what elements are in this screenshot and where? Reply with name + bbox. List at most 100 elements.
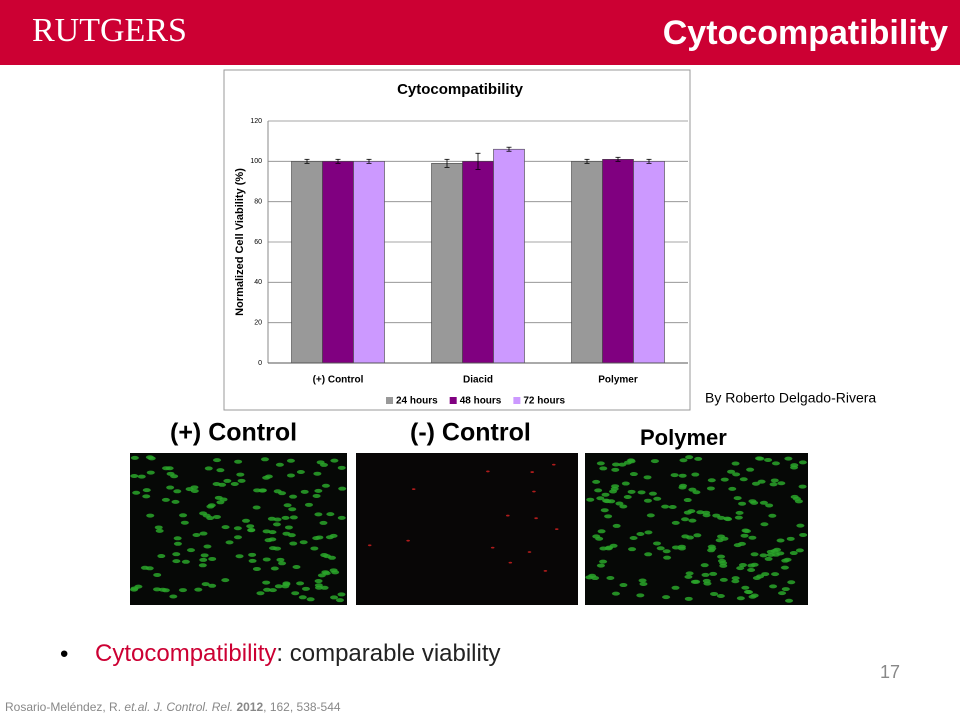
x-tick-label: Diacid	[463, 375, 493, 386]
cell	[618, 462, 627, 467]
page-number: 17	[880, 662, 900, 682]
legend-label: 24 hours	[396, 396, 438, 407]
cell	[527, 551, 532, 553]
cell	[690, 579, 699, 584]
cell	[594, 488, 603, 493]
cell	[208, 583, 217, 588]
cell	[786, 536, 795, 541]
bullet-text: Cytocompatibility: comparable viability	[95, 640, 501, 667]
cell	[796, 523, 805, 528]
cell	[733, 496, 742, 501]
cell	[284, 525, 293, 530]
cell	[750, 562, 759, 567]
cell	[602, 498, 611, 503]
cell	[619, 504, 628, 509]
cell	[707, 548, 716, 553]
cell	[132, 490, 141, 495]
cell	[276, 557, 285, 562]
cell	[289, 494, 298, 499]
cell	[764, 457, 773, 462]
cell	[203, 544, 212, 549]
cell	[246, 524, 255, 529]
cell	[738, 563, 747, 568]
y-tick-label: 60	[254, 239, 262, 246]
cell	[214, 495, 223, 500]
cell	[611, 462, 620, 467]
cell	[671, 545, 680, 550]
cell	[321, 570, 330, 575]
cell	[289, 515, 298, 520]
cell	[296, 581, 305, 586]
cell	[161, 588, 170, 593]
cell	[681, 534, 690, 539]
cell	[137, 474, 146, 479]
cell	[263, 587, 272, 592]
cell	[506, 514, 510, 517]
cell	[337, 592, 346, 597]
cell	[780, 565, 789, 570]
bar	[353, 161, 385, 364]
cell	[759, 500, 768, 505]
y-tick-label: 120	[250, 118, 262, 125]
cell	[330, 458, 339, 463]
cell	[551, 463, 556, 466]
cell	[597, 529, 606, 534]
cell	[321, 483, 330, 488]
cell	[262, 580, 271, 585]
cell	[799, 532, 808, 537]
cell	[490, 546, 495, 549]
cell	[208, 556, 217, 561]
cell	[338, 486, 347, 491]
cell	[221, 525, 230, 530]
cell	[194, 587, 203, 592]
cell	[534, 517, 538, 520]
cell	[707, 478, 716, 483]
cell	[719, 577, 728, 582]
cell	[798, 460, 807, 465]
cell	[411, 488, 416, 491]
cell	[661, 504, 670, 509]
cell	[652, 541, 661, 546]
cell	[684, 596, 693, 601]
cell	[646, 513, 655, 518]
legend-label: 48 hours	[460, 396, 502, 407]
cell	[310, 546, 319, 551]
bar	[571, 161, 603, 364]
cell	[717, 558, 726, 563]
cell	[679, 458, 688, 463]
cell	[166, 485, 175, 490]
cell	[670, 473, 679, 478]
cell	[643, 498, 652, 503]
cell	[329, 568, 338, 573]
y-tick-label: 40	[254, 279, 262, 286]
cell	[130, 473, 139, 478]
cell	[629, 472, 638, 477]
bar	[431, 163, 463, 364]
bar	[462, 161, 494, 364]
cell	[406, 539, 410, 542]
cell	[161, 497, 170, 502]
cell	[275, 462, 284, 467]
cell	[748, 499, 757, 504]
cell	[736, 566, 745, 571]
cell	[278, 561, 287, 566]
cell	[153, 572, 162, 577]
cell	[668, 505, 677, 510]
cell	[741, 585, 750, 590]
y-tick-label: 80	[254, 199, 262, 206]
cell	[329, 533, 338, 538]
cell	[757, 479, 766, 484]
cell	[289, 541, 298, 546]
cell	[153, 587, 162, 592]
cell	[604, 514, 613, 519]
y-tick-label: 100	[250, 158, 262, 165]
cell	[190, 488, 199, 493]
cell	[768, 513, 777, 518]
cell	[702, 513, 711, 518]
cell	[213, 458, 222, 463]
cell	[296, 469, 305, 474]
cell	[532, 490, 536, 493]
cell	[700, 563, 709, 568]
cell	[367, 544, 372, 547]
